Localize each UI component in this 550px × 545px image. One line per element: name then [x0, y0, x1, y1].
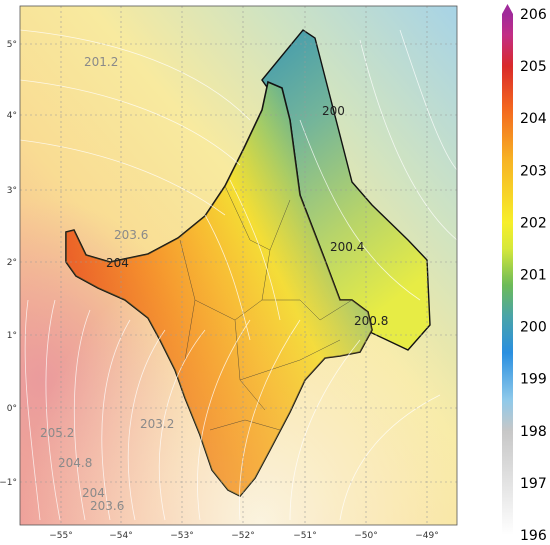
grid-lines: [20, 6, 457, 525]
lon-tick-label: −54°: [109, 531, 133, 541]
state-land-south-wash: [66, 82, 372, 496]
lat-tick-label: 4°: [7, 111, 17, 121]
colorbar-tick-label: 205: [520, 59, 547, 75]
lat-tick-label: −1°: [0, 478, 17, 488]
lon-tick-label: −51°: [293, 531, 317, 541]
lon-tick-label: −49°: [415, 531, 439, 541]
lat-tick-label: 5°: [7, 40, 17, 50]
contour-lines: [20, 29, 457, 521]
contour-label: 200.4: [330, 240, 364, 254]
colorbar-tick-label: 198: [520, 424, 547, 440]
lon-tick-label: −55°: [49, 531, 73, 541]
map-frame: [19, 5, 458, 526]
colorbar-ramp: [502, 14, 513, 535]
lon-axis: −55° −54° −53° −52° −51° −50° −49°: [49, 531, 439, 541]
contour-label: 204.8: [58, 456, 92, 470]
colorbar-tick-label: 201: [520, 268, 547, 284]
contour-label: 203.2: [140, 417, 174, 431]
contour-label: 203.6: [114, 228, 148, 242]
municipal-boundaries: [179, 185, 353, 431]
colorbar-tick-label: 200: [520, 320, 547, 336]
lat-tick-label: 2°: [7, 258, 17, 268]
colorbar-tick-label: 204: [520, 111, 547, 127]
contour-label: 203.6: [90, 499, 124, 513]
lon-tick-label: −50°: [354, 531, 378, 541]
colorbar-tick-label: 197: [520, 476, 547, 492]
lat-tick-label: 3°: [7, 186, 17, 196]
contour-label: 204: [82, 486, 105, 500]
map-panel: 201.2 200 203.6 204 200.4 200.8 203.2 20…: [20, 6, 457, 525]
contour-label-group: 201.2 200 203.6 204 200.4 200.8 203.2 20…: [40, 55, 388, 513]
colorbar-extend-arrow: [502, 4, 513, 14]
contour-label: 205.2: [40, 426, 74, 440]
colorbar-tick-label: 202: [520, 215, 547, 231]
colorbar-tick-label: 196: [520, 528, 547, 544]
lon-tick-label: −53°: [170, 531, 194, 541]
lat-axis: 5° 4° 3° 2° 1° 0° −1°: [0, 40, 17, 488]
lat-tick-label: 1°: [7, 331, 17, 341]
colorbar-tick-label: 199: [520, 372, 547, 388]
contour-label: 201.2: [84, 55, 118, 69]
lat-tick-label: 0°: [7, 404, 17, 414]
colorbar-tick-label: 203: [520, 163, 547, 179]
contour-label: 200.8: [354, 314, 388, 328]
colorbar-tick-label: 206: [520, 7, 547, 23]
contour-label: 200: [322, 104, 345, 118]
colorbar-ticks: 206 205 204 203 202 201 200 199 198 197 196: [520, 7, 547, 544]
contour-label: 204: [106, 256, 129, 270]
lon-tick-label: −52°: [231, 531, 255, 541]
colorbar: 206 205 204 203 202 201 200 199 198 197 196: [502, 4, 547, 544]
